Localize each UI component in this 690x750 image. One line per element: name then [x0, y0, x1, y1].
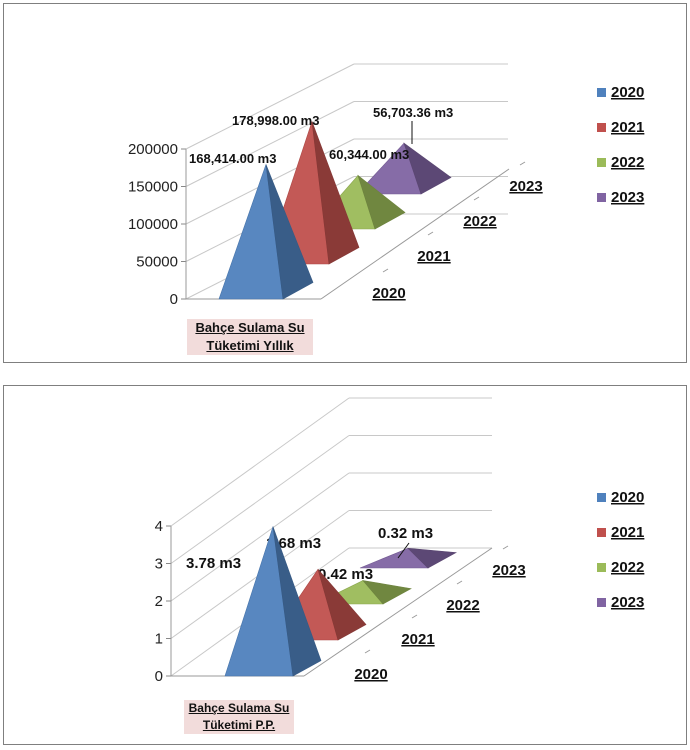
- y-tick-label: 3: [155, 556, 163, 573]
- legend-swatch-2022: [597, 158, 606, 167]
- y-tick-label: 100000: [128, 216, 178, 233]
- pyramid-side-face-2020: [272, 526, 322, 677]
- side-gridline: [185, 63, 355, 150]
- depth-axis-label: 2021: [417, 248, 450, 265]
- data-label-2023: 0.32 m3: [378, 525, 433, 542]
- depth-tick-mark: [364, 649, 371, 654]
- category-label-line: Bahçe Sulama Su: [195, 320, 305, 335]
- depth-tick-mark: [456, 580, 463, 585]
- legend-label: 2021: [611, 119, 644, 136]
- data-label-2020: 3.78 m3: [186, 555, 241, 572]
- legend-swatch-2021: [597, 528, 606, 537]
- y-tick-label: 0: [155, 668, 163, 685]
- depth-axis-label: 2021: [401, 631, 434, 648]
- data-label-2020: 168,414.00 m3: [189, 151, 276, 166]
- legend-label: 2022: [611, 559, 644, 576]
- legend-swatch-2023: [597, 598, 606, 607]
- category-label-yearly: Bahçe Sulama Su Tüketimi Yıllık: [187, 319, 313, 355]
- pyramid-side-face-2022: [362, 580, 412, 605]
- data-label-2022: 60,344.00 m3: [329, 147, 409, 162]
- depth-axis-label: 2023: [509, 178, 542, 195]
- depth-tick-mark: [382, 268, 389, 273]
- y-tick-label: 1: [155, 631, 163, 648]
- pyramid-side-face-2020: [265, 164, 314, 300]
- category-label-per-person: Bahçe Sulama Su Tüketimi P.P.: [184, 700, 294, 734]
- legend-label: 2020: [611, 84, 644, 101]
- depth-tick-mark: [411, 614, 418, 619]
- data-label-leader-2023: [397, 542, 410, 559]
- side-gridline: [170, 435, 350, 564]
- legend-label: 2020: [611, 489, 644, 506]
- depth-axis-label: 2020: [372, 285, 405, 302]
- legend-label: 2023: [611, 189, 644, 206]
- side-gridline: [170, 397, 350, 527]
- category-label-line: Tüketimi P.P.: [202, 718, 276, 732]
- chart-panel-per-person: 0 1 2 3 4 2020 2021 2022 2023 0.32 m3 0.42 m3 1.68 …: [3, 385, 687, 745]
- depth-tick-mark: [519, 161, 526, 166]
- depth-tick-mark: [502, 545, 509, 550]
- legend-label: 2022: [611, 154, 644, 171]
- legend-label: 2021: [611, 524, 644, 541]
- y-tick-label: 200000: [128, 141, 178, 158]
- depth-axis-label: 2023: [492, 562, 525, 579]
- legend-label: 2023: [611, 594, 644, 611]
- legend-swatch-2020: [597, 493, 606, 502]
- depth-axis-line: [303, 547, 493, 677]
- depth-axis-label: 2022: [463, 213, 496, 230]
- depth-tick-mark: [427, 231, 434, 236]
- y-tick-label: 50000: [136, 254, 178, 271]
- y-tick-label: 4: [155, 518, 163, 535]
- pyramid-side-face-2021: [311, 121, 360, 265]
- depth-axis-line: [320, 168, 510, 300]
- pyramid-side-face-2022: [357, 174, 406, 230]
- side-gridline: [170, 472, 350, 602]
- pyramid-side-face-2021: [317, 569, 367, 641]
- data-label-2021: 178,998.00 m3: [232, 113, 319, 128]
- data-label-2023: 56,703.36 m3: [373, 105, 453, 120]
- pyramid-side-face-2023: [403, 142, 452, 195]
- y-tick-label: 150000: [128, 179, 178, 196]
- pyramid-side-face-2023: [407, 547, 458, 569]
- legend-swatch-2021: [597, 123, 606, 132]
- y-tick-label: 2: [155, 593, 163, 610]
- legend-swatch-2020: [597, 88, 606, 97]
- chart-panel-yearly: 0 50000 100000 150000 200000 2020 2021 2022 2023…: [3, 3, 687, 363]
- depth-axis-label: 2022: [446, 597, 479, 614]
- legend-swatch-2023: [597, 193, 606, 202]
- data-label-2022: 0.42 m3: [318, 566, 373, 583]
- side-gridline: [185, 101, 355, 187]
- depth-axis-label: 2020: [354, 666, 387, 683]
- category-label-line: Tüketimi Yıllık: [206, 338, 294, 353]
- y-tick-label: 0: [170, 291, 178, 308]
- depth-tick-mark: [473, 196, 480, 201]
- category-label-line: Bahçe Sulama Su: [188, 701, 290, 715]
- pyramid-chart-yearly: 0 50000 100000 150000 200000 2020 2021 2022 2023…: [128, 63, 644, 308]
- legend-swatch-2022: [597, 563, 606, 572]
